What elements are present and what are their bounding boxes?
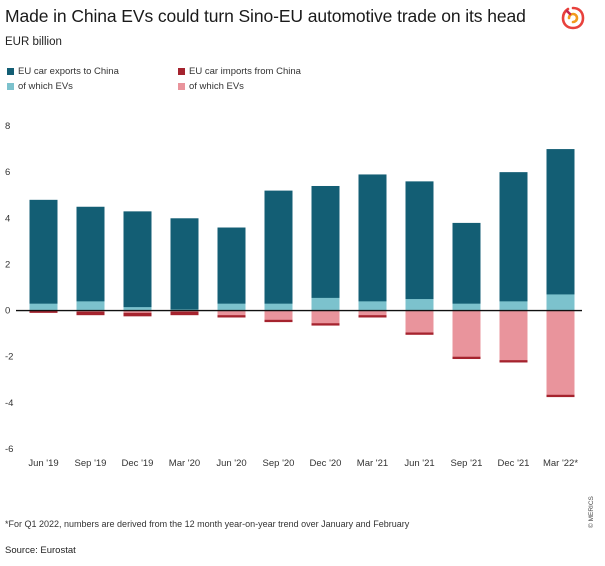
- merics-logo-icon: [561, 6, 585, 30]
- x-tick-label: Sep '19: [75, 458, 107, 469]
- export-ev-bar: [76, 301, 105, 311]
- x-tick-label: Dec '20: [310, 458, 342, 469]
- export-ev-bar: [264, 303, 293, 311]
- y-tick-label: 0: [5, 306, 10, 317]
- export-bar: [546, 149, 575, 311]
- y-tick-label: 2: [5, 259, 10, 270]
- export-ev-bar: [499, 301, 528, 311]
- export-ev-bar: [311, 297, 340, 311]
- chart-title: Made in China EVs could turn Sino-EU aut…: [5, 6, 526, 26]
- y-tick-label: 4: [5, 213, 10, 224]
- y-tick-label: -4: [5, 398, 13, 409]
- x-tick-label: Mar '20: [169, 458, 200, 469]
- export-ev-bar: [452, 303, 481, 311]
- legend-label-imports: EU car imports from China: [189, 66, 301, 77]
- source-note: Source: Eurostat: [5, 545, 76, 556]
- export-bar: [76, 206, 105, 311]
- x-tick-label: Dec '21: [498, 458, 530, 469]
- footnote: *For Q1 2022, numbers are derived from t…: [5, 519, 410, 529]
- import-ev-bar: [405, 310, 434, 333]
- export-ev-bar: [217, 303, 246, 311]
- legend-label-imports-evs: of which EVs: [189, 81, 244, 92]
- import-ev-bar: [217, 310, 246, 316]
- import-ev-bar: [546, 310, 575, 395]
- credit-text: © MERICS: [588, 496, 595, 528]
- legend-item-imports-evs: of which EVs: [178, 81, 244, 92]
- legend-swatch-imports-evs: [178, 83, 185, 90]
- export-bar: [405, 181, 434, 311]
- legend-item-exports-evs: of which EVs: [7, 81, 73, 92]
- import-ev-bar: [311, 310, 340, 324]
- y-tick-label: -2: [5, 352, 13, 363]
- x-tick-label: Sep '21: [451, 458, 483, 469]
- legend-label-exports: EU car exports to China: [18, 66, 119, 77]
- import-ev-bar: [264, 310, 293, 320]
- x-tick-label: Jun '19: [28, 458, 58, 469]
- y-tick-label: 8: [5, 121, 10, 132]
- import-bar: [170, 310, 199, 316]
- legend-swatch-exports: [7, 68, 14, 75]
- x-tick-label: Mar '21: [357, 458, 388, 469]
- legend-item-exports: EU car exports to China: [7, 66, 119, 77]
- y-tick-label: -6: [5, 444, 13, 455]
- import-ev-bar: [452, 310, 481, 357]
- export-bar: [452, 222, 481, 311]
- chart-subtitle: EUR billion: [5, 36, 62, 48]
- export-bar: [29, 199, 58, 311]
- x-tick-label: Mar '22*: [543, 458, 578, 469]
- export-bar: [499, 172, 528, 311]
- x-tick-label: Dec '19: [122, 458, 154, 469]
- legend-label-exports-evs: of which EVs: [18, 81, 73, 92]
- export-bar: [123, 211, 152, 311]
- export-ev-bar: [29, 303, 58, 311]
- x-tick-label: Jun '20: [216, 458, 246, 469]
- import-bar: [123, 310, 152, 317]
- export-bar: [217, 227, 246, 311]
- legend-item-imports: EU car imports from China: [178, 66, 301, 77]
- y-tick-label: 6: [5, 167, 10, 178]
- export-bar: [358, 174, 387, 311]
- x-tick-label: Sep '20: [263, 458, 295, 469]
- export-bar: [264, 190, 293, 311]
- x-tick-label: Jun '21: [404, 458, 434, 469]
- import-ev-bar: [358, 310, 387, 316]
- legend-swatch-imports: [178, 68, 185, 75]
- import-bar: [76, 310, 105, 316]
- export-ev-bar: [546, 294, 575, 311]
- import-bar: [29, 310, 58, 313]
- import-ev-bar: [123, 310, 152, 313]
- export-bar: [170, 218, 199, 311]
- export-bar: [311, 185, 340, 311]
- export-ev-bar: [405, 299, 434, 311]
- import-ev-bar: [499, 310, 528, 361]
- export-ev-bar: [358, 301, 387, 311]
- export-ev-bar: [123, 307, 152, 311]
- legend-swatch-exports-evs: [7, 83, 14, 90]
